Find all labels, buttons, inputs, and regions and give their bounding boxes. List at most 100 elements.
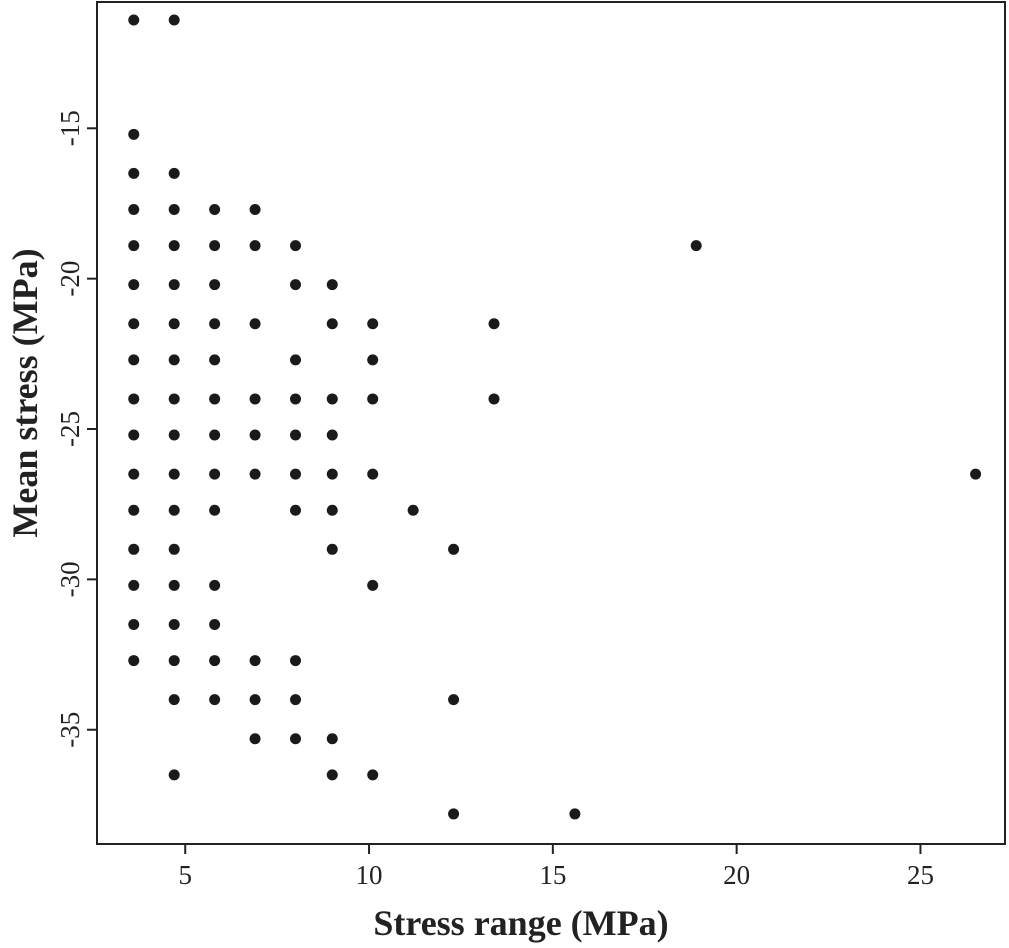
data-point [128, 468, 140, 480]
data-point [367, 579, 379, 591]
x-tick-label: 15 [539, 860, 566, 890]
data-point [290, 429, 302, 441]
data-point [326, 318, 338, 330]
data-point [569, 808, 581, 820]
data-point [326, 769, 338, 781]
data-point [209, 579, 221, 591]
data-point [168, 618, 180, 630]
data-point [290, 393, 302, 405]
data-point [367, 354, 379, 366]
data-point [168, 167, 180, 179]
data-points [128, 14, 982, 820]
data-point [168, 694, 180, 706]
data-point [407, 504, 419, 516]
data-point [488, 393, 500, 405]
x-tick-label: 25 [907, 860, 934, 890]
data-point [448, 808, 460, 820]
plot-frame [96, 1, 1006, 845]
data-point [690, 240, 702, 252]
data-point [168, 203, 180, 215]
data-point [168, 504, 180, 516]
data-point [249, 203, 261, 215]
data-point [290, 504, 302, 516]
data-point [249, 318, 261, 330]
data-point [326, 429, 338, 441]
data-point [209, 393, 221, 405]
data-point [128, 429, 140, 441]
data-point [367, 393, 379, 405]
data-point [168, 279, 180, 291]
data-point [128, 203, 140, 215]
data-point [209, 694, 221, 706]
data-point [326, 504, 338, 516]
data-point [128, 318, 140, 330]
data-point [128, 504, 140, 516]
data-point [448, 694, 460, 706]
data-point [448, 543, 460, 555]
data-point [168, 468, 180, 480]
data-point [209, 203, 221, 215]
data-point [209, 655, 221, 667]
data-point [168, 354, 180, 366]
data-point [168, 769, 180, 781]
data-point [168, 429, 180, 441]
data-point [249, 655, 261, 667]
data-point [128, 279, 140, 291]
data-point [128, 167, 140, 179]
data-point [128, 655, 140, 667]
data-point [249, 240, 261, 252]
data-point [209, 318, 221, 330]
data-point [249, 393, 261, 405]
data-point [290, 354, 302, 366]
y-tick-label: -15 [55, 110, 85, 146]
data-point [367, 468, 379, 480]
data-point [168, 240, 180, 252]
data-point [290, 279, 302, 291]
data-point [128, 128, 140, 140]
data-point [168, 655, 180, 667]
y-tick-label: -30 [55, 561, 85, 597]
data-point [367, 769, 379, 781]
y-axis: -15 -20 -25 -30 -35 [55, 110, 97, 748]
data-point [168, 318, 180, 330]
y-tick-label: -20 [55, 261, 85, 297]
data-point [249, 429, 261, 441]
data-point [209, 240, 221, 252]
data-point [209, 618, 221, 630]
data-point [209, 504, 221, 516]
data-point [326, 393, 338, 405]
data-point [249, 694, 261, 706]
y-tick-label: -25 [55, 411, 85, 447]
data-point [326, 279, 338, 291]
data-point [128, 543, 140, 555]
data-point [209, 279, 221, 291]
data-point [168, 543, 180, 555]
data-point [128, 14, 140, 26]
data-point [488, 318, 500, 330]
data-point [168, 393, 180, 405]
data-point [249, 733, 261, 745]
data-point [209, 468, 221, 480]
data-point [290, 655, 302, 667]
data-point [128, 354, 140, 366]
data-point [326, 733, 338, 745]
data-point [326, 468, 338, 480]
data-point [209, 354, 221, 366]
data-point [367, 318, 379, 330]
data-point [290, 240, 302, 252]
x-tick-label: 20 [723, 860, 750, 890]
x-axis: 5 10 15 20 25 [178, 844, 934, 890]
x-tick-label: 5 [178, 860, 192, 890]
data-point [128, 240, 140, 252]
data-point [128, 393, 140, 405]
data-point [970, 468, 982, 480]
data-point [249, 468, 261, 480]
data-point [290, 694, 302, 706]
data-point [128, 618, 140, 630]
data-point [290, 468, 302, 480]
data-point [168, 14, 180, 26]
data-point [326, 543, 338, 555]
x-tick-label: 10 [356, 860, 383, 890]
data-point [290, 733, 302, 745]
